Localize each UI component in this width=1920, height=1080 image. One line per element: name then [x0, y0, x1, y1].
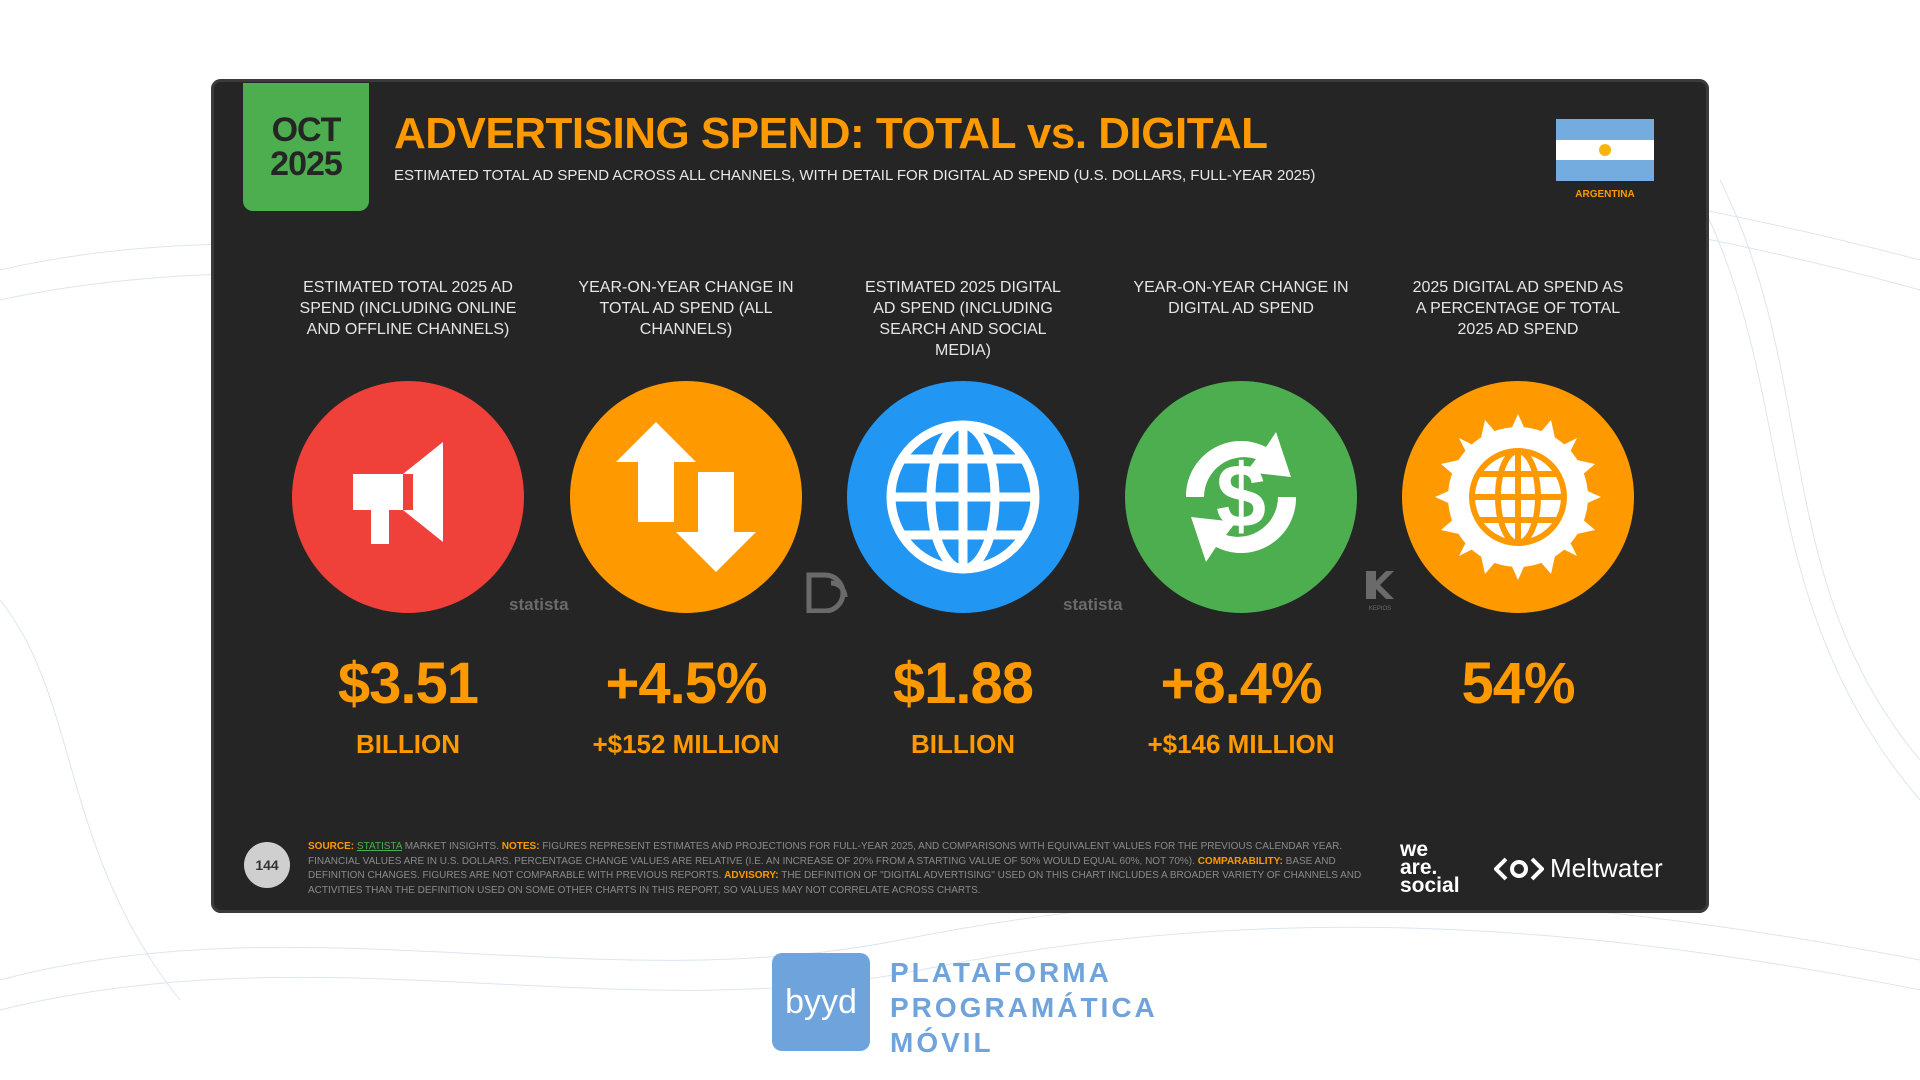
stat-total-yoy: YEAR-ON-YEAR CHANGE IN TOTAL AD SPEND (A… [556, 277, 816, 760]
kepios-label: KEPIOS [1368, 606, 1392, 612]
kepios-logo-icon [1366, 571, 1394, 599]
we-are-social-logo: we are. social [1400, 838, 1460, 897]
globe-badge-icon [1402, 381, 1634, 613]
slide-title: ADVERTISING SPEND: TOTAL vs. DIGITAL [394, 109, 1268, 158]
kepios-watermark: KEPIOS [1360, 569, 1400, 612]
tagline-line: MÓVIL [890, 1027, 994, 1058]
meltwater-logo: Meltwater [1494, 853, 1663, 884]
stat-label: ESTIMATED 2025 DIGITAL AD SPEND (INCLUDI… [865, 279, 1061, 359]
datareportal-watermark-icon [806, 572, 848, 613]
megaphone-icon [292, 381, 524, 613]
comparability-label: COMPARABILITY: [1197, 855, 1283, 867]
stat-label: ESTIMATED TOTAL 2025 AD SPEND (INCLUDING… [299, 279, 517, 338]
stat-digital-yoy: YEAR-ON-YEAR CHANGE IN DIGITAL AD SPEND … [1111, 277, 1371, 760]
logo-line: are. [1400, 856, 1438, 879]
stat-total-ad-spend: ESTIMATED TOTAL 2025 AD SPEND (INCLUDING… [278, 277, 538, 760]
stat-value: 54% [1461, 651, 1575, 716]
date-month: OCT [271, 111, 342, 149]
statista-watermark: statista [509, 595, 569, 614]
comparability-text: BASE AND DEFINITION CHANGES. FIGURES ARE… [308, 855, 1336, 882]
stat-label: YEAR-ON-YEAR CHANGE IN TOTAL AD SPEND (A… [578, 279, 794, 338]
date-year: 2025 [270, 145, 343, 183]
meltwater-mark-icon [1494, 857, 1544, 880]
tagline-line: PLATAFORMA [890, 957, 1112, 988]
stat-label: YEAR-ON-YEAR CHANGE IN DIGITAL AD SPEND [1133, 279, 1349, 317]
meltwater-text: Meltwater [1550, 853, 1663, 883]
statista-watermark: statista [1063, 595, 1123, 614]
argentina-flag-icon [1556, 119, 1654, 181]
date-tab: OCT 2025 [243, 83, 369, 211]
globe-icon [847, 381, 1079, 613]
footnote: SOURCE: STATISTA MARKET INSIGHTS. NOTES:… [308, 840, 1368, 898]
byyd-tagline: PLATAFORMA PROGRAMÁTICA MÓVIL [890, 955, 1158, 1060]
stat-label: 2025 DIGITAL AD SPEND AS A PERCENTAGE OF… [1412, 279, 1624, 338]
country-label: ARGENTINA [1575, 189, 1635, 200]
stat-value: $3.51 [337, 651, 479, 716]
stat-value: +4.5% [605, 651, 767, 716]
notes-label: NOTES: [501, 841, 540, 852]
stat-value: $1.88 [892, 651, 1034, 716]
source-label: SOURCE: [308, 841, 355, 852]
dollar-cycle-icon: $ [1125, 381, 1357, 613]
page-number: 144 [244, 842, 290, 888]
stat-digital-ad-spend: ESTIMATED 2025 DIGITAL AD SPEND (INCLUDI… [833, 277, 1093, 760]
tagline-line: PROGRAMÁTICA [890, 992, 1158, 1023]
stat-value: +8.4% [1160, 651, 1322, 716]
infographic-slide: OCT 2025 ADVERTISING SPEND: TOTAL vs. DI… [211, 79, 1709, 913]
advisory-text: THE DEFINITION OF "DIGITAL ADVERTISING" … [308, 870, 1362, 896]
source-text: MARKET INSIGHTS. [401, 841, 502, 852]
svg-text:$: $ [1216, 447, 1266, 547]
stat-unit: +$152 MILLION [592, 729, 780, 759]
stat-unit: BILLION [356, 729, 460, 759]
slide-subtitle: ESTIMATED TOTAL AD SPEND ACROSS ALL CHAN… [394, 167, 1316, 184]
stat-unit: BILLION [911, 729, 1015, 759]
stat-unit: +$146 MILLION [1147, 729, 1335, 759]
source-link[interactable]: STATISTA [356, 841, 402, 852]
byyd-logo: byyd [772, 953, 870, 1051]
stat-digital-share: 2025 DIGITAL AD SPEND AS A PERCENTAGE OF… [1388, 277, 1648, 729]
notes-text: FIGURES REPRESENT ESTIMATES AND PROJECTI… [308, 841, 1343, 867]
logo-line: social [1400, 874, 1460, 897]
logo-line: we [1400, 838, 1429, 861]
up-down-arrows-icon [570, 381, 802, 613]
advisory-label: ADVISORY: [724, 870, 779, 881]
